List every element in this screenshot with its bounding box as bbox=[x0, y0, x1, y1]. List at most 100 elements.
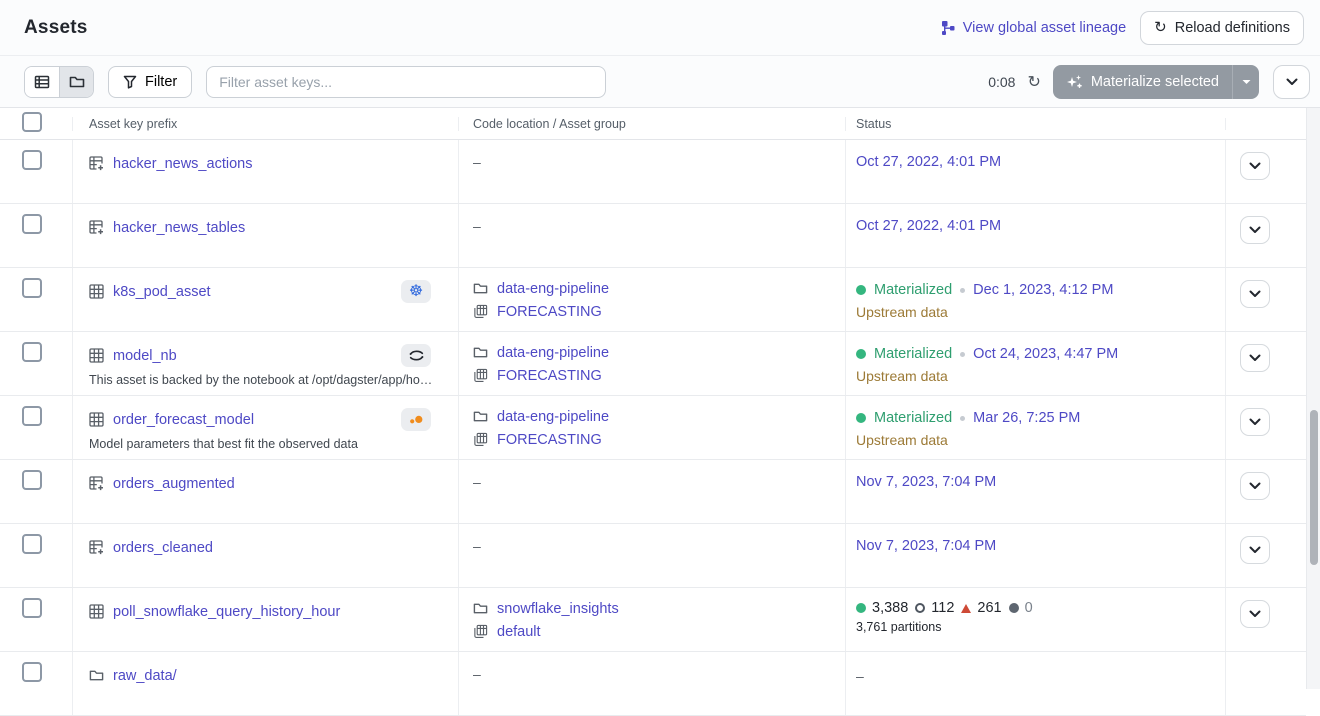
asset-key-link[interactable]: raw_data/ bbox=[113, 668, 177, 684]
row-checkbox[interactable] bbox=[22, 598, 42, 618]
kubernetes-icon: ☸ bbox=[409, 284, 423, 300]
asset-group-link[interactable]: FORECASTING bbox=[497, 304, 602, 320]
table-row: orders_cleaned–Nov 7, 2023, 7:04 PM bbox=[0, 524, 1306, 588]
asset-key-link[interactable]: poll_snowflake_query_history_hour bbox=[113, 604, 340, 620]
search-input[interactable] bbox=[206, 66, 606, 98]
vertical-scrollbar-track[interactable] bbox=[1306, 108, 1320, 689]
asset-description: Model parameters that best fit the obser… bbox=[89, 437, 458, 451]
asset-group-link[interactable]: FORECASTING bbox=[497, 432, 602, 448]
status-line: Nov 7, 2023, 7:04 PM bbox=[856, 536, 1225, 556]
last-materialization-date-link[interactable]: Oct 24, 2023, 4:47 PM bbox=[973, 346, 1118, 362]
table-row: k8s_pod_asset ☸ data-eng-pipeline FORECASTI… bbox=[0, 268, 1306, 332]
app-header: Assets View global asset lineage ↻ Reloa… bbox=[0, 0, 1320, 56]
row-expand-button[interactable] bbox=[1240, 600, 1270, 628]
row-expand-button[interactable] bbox=[1240, 472, 1270, 500]
materialized-dot bbox=[856, 413, 866, 423]
refresh-now-button[interactable]: ↻ bbox=[1025, 72, 1042, 92]
partition-count-value: 112 bbox=[931, 600, 954, 616]
chevron-down-icon bbox=[1286, 78, 1298, 86]
row-checkbox[interactable] bbox=[22, 470, 42, 490]
folder-icon bbox=[473, 409, 488, 424]
code-location-line: data-eng-pipeline bbox=[473, 342, 845, 363]
row-checkbox[interactable] bbox=[22, 150, 42, 170]
asset-key-link[interactable]: order_forecast_model bbox=[113, 412, 254, 428]
materialize-options-caret[interactable] bbox=[1232, 65, 1259, 99]
location-empty: – bbox=[473, 470, 845, 490]
page-title: Assets bbox=[24, 17, 88, 39]
partition-count[interactable]: 112 bbox=[915, 600, 954, 616]
table-row: orders_augmented –Nov 7, 2023, 7:04 PM bbox=[0, 460, 1306, 524]
reload-definitions-button[interactable]: ↻ Reload definitions bbox=[1140, 11, 1304, 45]
status-line: Oct 27, 2022, 4:01 PM bbox=[856, 216, 1225, 236]
asset-prefix-icon bbox=[89, 156, 104, 171]
code-location-link[interactable]: data-eng-pipeline bbox=[497, 345, 609, 361]
asset-key-link[interactable]: hacker_news_tables bbox=[113, 220, 245, 236]
select-all-checkbox[interactable] bbox=[22, 112, 42, 132]
partition-count[interactable]: 261 bbox=[961, 600, 1001, 616]
last-materialization-date-link[interactable]: Nov 7, 2023, 7:04 PM bbox=[856, 474, 996, 490]
last-materialization-date-link[interactable]: Mar 26, 7:25 PM bbox=[973, 410, 1080, 426]
asset-key-link[interactable]: orders_cleaned bbox=[113, 540, 213, 556]
row-expand-button[interactable] bbox=[1240, 344, 1270, 372]
toolbar-right: 0:08 ↻ Materialize selected bbox=[988, 65, 1310, 99]
asset-table-icon bbox=[89, 348, 104, 363]
code-location-link[interactable]: data-eng-pipeline bbox=[497, 281, 609, 297]
noteable-badge bbox=[401, 408, 431, 431]
folder-view-toggle[interactable] bbox=[59, 67, 93, 97]
partition-count[interactable]: 0 bbox=[1009, 600, 1033, 616]
materialized-label: Materialized bbox=[874, 410, 952, 426]
row-checkbox[interactable] bbox=[22, 214, 42, 234]
row-checkbox[interactable] bbox=[22, 342, 42, 362]
row-checkbox[interactable] bbox=[22, 278, 42, 298]
last-materialization-date-link[interactable]: Oct 27, 2022, 4:01 PM bbox=[856, 154, 1001, 170]
kubernetes-badge: ☸ bbox=[401, 280, 431, 303]
folder-view-icon bbox=[69, 74, 85, 90]
asset-group-line: default bbox=[473, 621, 845, 642]
separator-dot bbox=[960, 288, 965, 293]
status-line: Nov 7, 2023, 7:04 PM bbox=[856, 472, 1225, 492]
view-global-asset-lineage-label: View global asset lineage bbox=[963, 20, 1126, 36]
row-checkbox[interactable] bbox=[22, 406, 42, 426]
chevron-down-icon bbox=[1249, 610, 1261, 618]
row-expand-button[interactable] bbox=[1240, 152, 1270, 180]
view-global-asset-lineage-link[interactable]: View global asset lineage bbox=[940, 20, 1126, 36]
asset-key-link[interactable]: orders_augmented bbox=[113, 476, 235, 492]
notebook-kind-icon bbox=[408, 349, 425, 362]
row-expand-button[interactable] bbox=[1240, 536, 1270, 564]
more-actions-button[interactable] bbox=[1273, 65, 1310, 99]
filter-button[interactable]: Filter bbox=[108, 66, 192, 98]
list-view-toggle[interactable] bbox=[25, 67, 59, 97]
asset-group-icon bbox=[473, 624, 488, 639]
asset-key-link[interactable]: hacker_news_actions bbox=[113, 156, 252, 172]
vertical-scrollbar-thumb[interactable] bbox=[1310, 410, 1318, 565]
missing-count-dot bbox=[1009, 603, 1019, 613]
asset-table-icon bbox=[89, 284, 104, 299]
row-expand-button[interactable] bbox=[1240, 280, 1270, 308]
row-expand-button[interactable] bbox=[1240, 216, 1270, 244]
row-checkbox[interactable] bbox=[22, 534, 42, 554]
materialize-selected-button[interactable]: Materialize selected bbox=[1053, 65, 1232, 99]
last-materialization-date-link[interactable]: Nov 7, 2023, 7:04 PM bbox=[856, 538, 996, 554]
location-empty: – bbox=[473, 662, 845, 682]
row-expand-button[interactable] bbox=[1240, 408, 1270, 436]
table-body: hacker_news_actions–Oct 27, 2022, 4:01 P… bbox=[0, 140, 1306, 716]
asset-key-link[interactable]: model_nb bbox=[113, 348, 177, 364]
last-materialization-date-link[interactable]: Oct 27, 2022, 4:01 PM bbox=[856, 218, 1001, 234]
refresh-countdown: 0:08 bbox=[988, 74, 1015, 90]
failed-count-icon bbox=[961, 604, 971, 613]
asset-key-link[interactable]: k8s_pod_asset bbox=[113, 284, 211, 300]
partition-count[interactable]: 3,388 bbox=[856, 600, 908, 616]
code-location-link[interactable]: snowflake_insights bbox=[497, 601, 619, 617]
last-materialization-date-link[interactable]: Dec 1, 2023, 4:12 PM bbox=[973, 282, 1113, 298]
asset-group-link[interactable]: FORECASTING bbox=[497, 368, 602, 384]
folder-icon bbox=[473, 281, 488, 296]
table-header-row: Asset key prefix Code location / Asset g… bbox=[0, 108, 1306, 140]
code-location-link[interactable]: data-eng-pipeline bbox=[497, 409, 609, 425]
row-checkbox[interactable] bbox=[22, 662, 42, 682]
refresh-icon: ↻ bbox=[1154, 20, 1167, 35]
asset-group-icon bbox=[473, 432, 488, 447]
asset-group-link[interactable]: default bbox=[497, 624, 541, 640]
chevron-down-icon bbox=[1249, 290, 1261, 298]
table-row: poll_snowflake_query_history_hour snowfla… bbox=[0, 588, 1306, 652]
location-empty: – bbox=[473, 150, 845, 170]
